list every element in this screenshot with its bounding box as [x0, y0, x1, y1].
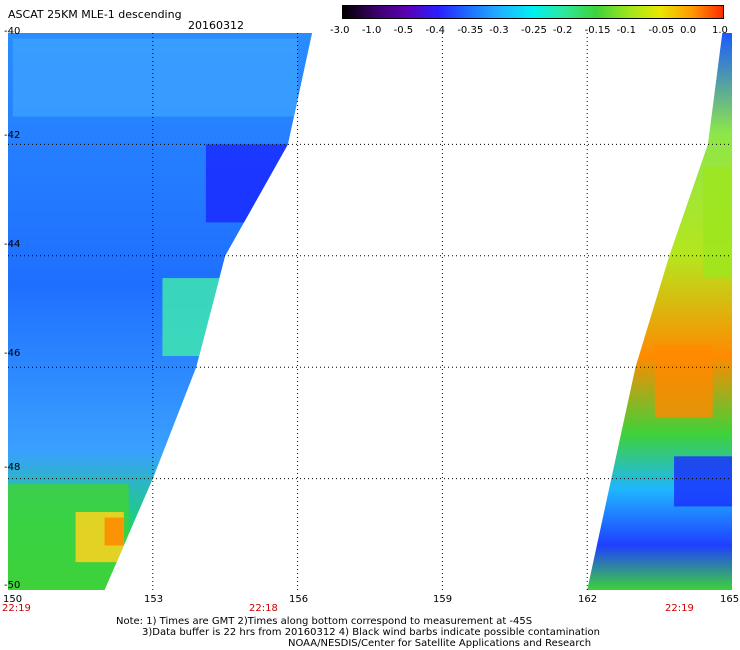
patch-west-cyan-top [12, 38, 298, 117]
patch-east-yellowgreen [703, 166, 732, 279]
colorbar-label: -0.5 [393, 25, 414, 36]
figure-date: 20160312 [188, 19, 244, 32]
time-label-middle: 22:18 [249, 603, 278, 614]
colorbar-label: 0.0 [680, 25, 697, 36]
lon-label-159: 159 [433, 594, 453, 605]
time-label-west: 22:19 [2, 603, 31, 614]
note-line-1: Note: 1) Times are GMT 2)Times along bot… [116, 616, 533, 627]
colorbar-label: -0.05 [648, 25, 675, 36]
colorbar-label: -0.1 [616, 25, 637, 36]
figure-notes: Note: 1) Times are GMT 2)Times along bot… [116, 616, 600, 649]
lon-label-156: 156 [289, 594, 309, 605]
lat-label-48: -48 [4, 462, 21, 473]
lon-label-165: 165 [720, 594, 740, 605]
lat-label-40: -40 [4, 26, 21, 37]
lon-label-162: 162 [578, 594, 598, 605]
colorbar-label: -1.0 [361, 25, 382, 36]
patch-west-deep-blue [205, 144, 298, 223]
patch-east-deep-blue [674, 456, 732, 507]
colorbar-labels: -3.0 -1.0 -0.5 -0.4 -0.35 -0.3 -0.25 -0.2 -0.15-… [330, 26, 730, 38]
colorbar-label: -0.15 [584, 25, 611, 36]
patch-west-teal [162, 278, 226, 357]
lat-label-50: -50 [4, 580, 21, 591]
lon-label-150: 150 [3, 594, 23, 605]
colorbar-label: -0.3 [489, 25, 509, 36]
colorbar-label: -0.35 [457, 25, 484, 36]
figure-title: ASCAT 25KM MLE-1 descending [8, 8, 182, 21]
lat-label-42: -42 [4, 130, 21, 141]
lon-label-153: 153 [144, 594, 164, 605]
patch-east-orange [654, 344, 713, 418]
lat-label-46: -46 [4, 348, 21, 359]
patch-west-orange [104, 517, 124, 546]
colorbar-label: -0.2 [552, 25, 573, 36]
swath-east [587, 33, 732, 590]
note-line-2: 3)Data buffer is 22 hrs from 20160312 4)… [142, 627, 600, 638]
colorbar-label: 1.0 [712, 25, 728, 36]
colorbar [342, 5, 724, 19]
note-line-3: NOAA/NESDIS/Center for Satellite Applica… [288, 638, 592, 649]
colorbar-label: -0.4 [425, 25, 446, 36]
colorbar-label: -3.0 [330, 25, 350, 36]
time-label-east: 22:19 [665, 603, 694, 614]
colorbar-label: -0.25 [521, 25, 547, 36]
lat-label-44: -44 [4, 239, 21, 250]
